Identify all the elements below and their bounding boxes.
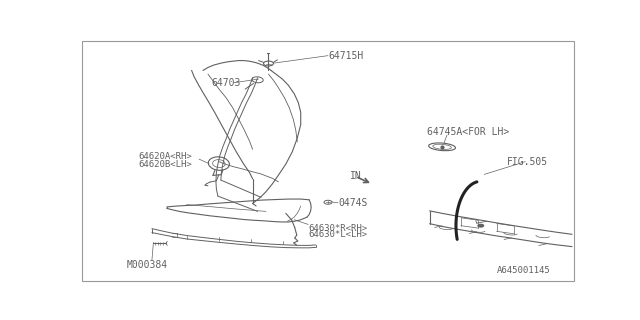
Text: 64630*L<LH>: 64630*L<LH> [308, 230, 367, 239]
Text: 0474S: 0474S [338, 198, 367, 209]
Text: A645001145: A645001145 [497, 266, 550, 275]
Text: 64703: 64703 [211, 78, 241, 88]
Text: M000384: M000384 [127, 260, 168, 270]
Text: 64620A<RH>: 64620A<RH> [138, 152, 192, 161]
Circle shape [478, 224, 484, 227]
Text: IN: IN [350, 172, 362, 181]
Text: 64745A<FOR LH>: 64745A<FOR LH> [428, 127, 509, 137]
Text: 64715H: 64715H [328, 51, 364, 61]
Text: FIG.505: FIG.505 [507, 156, 548, 167]
Text: 64620B<LH>: 64620B<LH> [138, 160, 192, 169]
Text: 64630*R<RH>: 64630*R<RH> [308, 224, 367, 233]
